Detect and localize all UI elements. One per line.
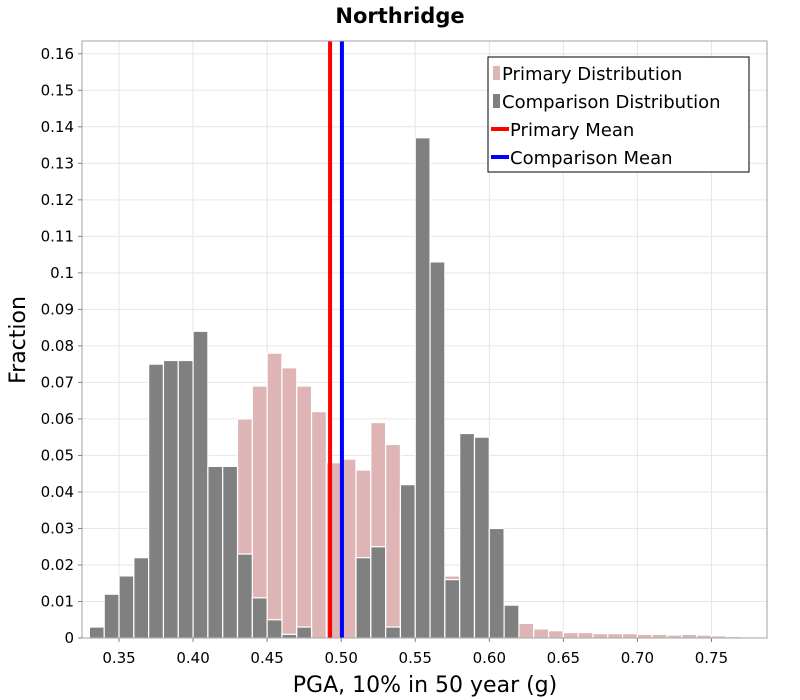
comparison-distribution-bar [148,363,165,639]
y-tick-label: 0.16 [41,45,74,63]
primary-distribution-bar [592,633,609,639]
y-axis: 0 0.01 0.02 0.03 0.04 0.05 0.06 0.07 0.08 0.09 0.1… [41,45,82,647]
comparison-distribution-bar [88,626,105,639]
primary-distribution-bar [281,367,298,639]
y-tick-label: 0.04 [41,483,74,501]
x-tick-label: 0.35 [102,649,135,667]
y-tick-label: 0.09 [41,300,74,318]
chart-title: Northridge [335,4,464,28]
primary-distribution-bar [385,443,402,639]
primary-distribution-bar [577,631,594,639]
y-tick-label: 0.02 [41,556,74,574]
comparison-distribution-bar [444,578,461,639]
legend-swatch-primary-distribution [493,66,500,80]
comparison-distribution-bar [503,604,520,639]
y-tick-label: 0.03 [41,519,74,537]
x-tick-label: 0.75 [695,649,728,667]
primary-distribution-bar [621,633,639,639]
y-tick-label: 0.05 [41,446,74,464]
comparison-distribution-bar [488,527,505,639]
comparison-distribution-bar [370,546,387,639]
y-tick-label: 0.14 [41,118,74,136]
primary-distribution-bar [266,352,283,639]
primary-distribution-bar [296,385,313,639]
y-tick-label: 0.1 [50,264,74,282]
comparison-distribution-bar [429,261,446,639]
comparison-distribution-bar [103,593,120,639]
x-tick-label: 0.60 [473,649,506,667]
y-tick-label: 0.15 [41,81,74,99]
legend-label-primary-mean: Primary Mean [510,120,634,141]
comparison-distribution-bar [251,597,268,639]
x-tick-label: 0.55 [399,649,432,667]
y-tick-label: 0.11 [41,227,74,245]
x-axis: 0.35 0.40 0.45 0.50 0.55 0.60 0.65 0.70 0.75 [102,638,728,667]
comparison-distribution-bar [236,553,253,639]
comparison-distribution-bar [207,465,224,639]
x-tick-label: 0.40 [176,649,209,667]
comparison-distribution-bar [399,484,416,639]
primary-distribution-bar [310,411,327,639]
primary-distribution-bar [562,631,579,639]
legend-label-primary-distribution: Primary Distribution [502,64,682,85]
comparison-distribution-bar [118,575,135,639]
comparison-distribution-bar [177,359,194,639]
y-tick-label: 0.12 [41,191,74,209]
comparison-distribution-bar [133,557,150,639]
y-tick-label: 0.07 [41,373,74,391]
y-tick-label: 0.06 [41,410,74,428]
comparison-distribution-bar [459,432,476,639]
comparison-distribution-bar [385,626,402,639]
legend-label-comparison-mean: Comparison Mean [510,148,673,169]
primary-distribution-bar [533,628,550,639]
legend-label-comparison-distribution: Comparison Distribution [502,92,721,113]
comparison-distribution-bar [355,557,372,639]
legend-box [487,56,750,173]
x-tick-label: 0.50 [324,649,357,667]
y-axis-label: Fraction [6,296,31,384]
legend: Primary Distribution Comparison Distribut… [487,56,750,173]
legend-swatch-comparison-distribution [493,94,500,108]
y-tick-label: 0.08 [41,337,74,355]
x-tick-label: 0.45 [250,649,283,667]
comparison-distribution-bar [192,330,209,639]
y-tick-label: 0 [64,629,74,647]
primary-distribution-bar [547,630,564,639]
primary-distribution-bar [681,633,698,639]
comparison-distribution-bar [296,626,313,639]
comparison-distribution-bar [473,436,490,639]
primary-distribution-bar [607,633,624,639]
plot-frame [81,40,768,639]
comparison-distribution-bar [222,465,239,639]
y-tick-label: 0.01 [41,592,74,610]
x-tick-label: 0.65 [547,649,580,667]
x-axis-label: PGA, 10% in 50 year (g) [293,673,557,698]
y-tick-label: 0.13 [41,154,74,172]
primary-distribution-bar [636,633,653,639]
primary-distribution-bar [518,622,535,639]
primary-distribution-bar [651,633,668,639]
comparison-distribution-bar [162,359,179,639]
comparison-distribution-bar [266,619,283,639]
comparison-distribution-bar [414,137,431,639]
comparison-distribution-bar [281,633,298,639]
x-tick-label: 0.70 [621,649,654,667]
